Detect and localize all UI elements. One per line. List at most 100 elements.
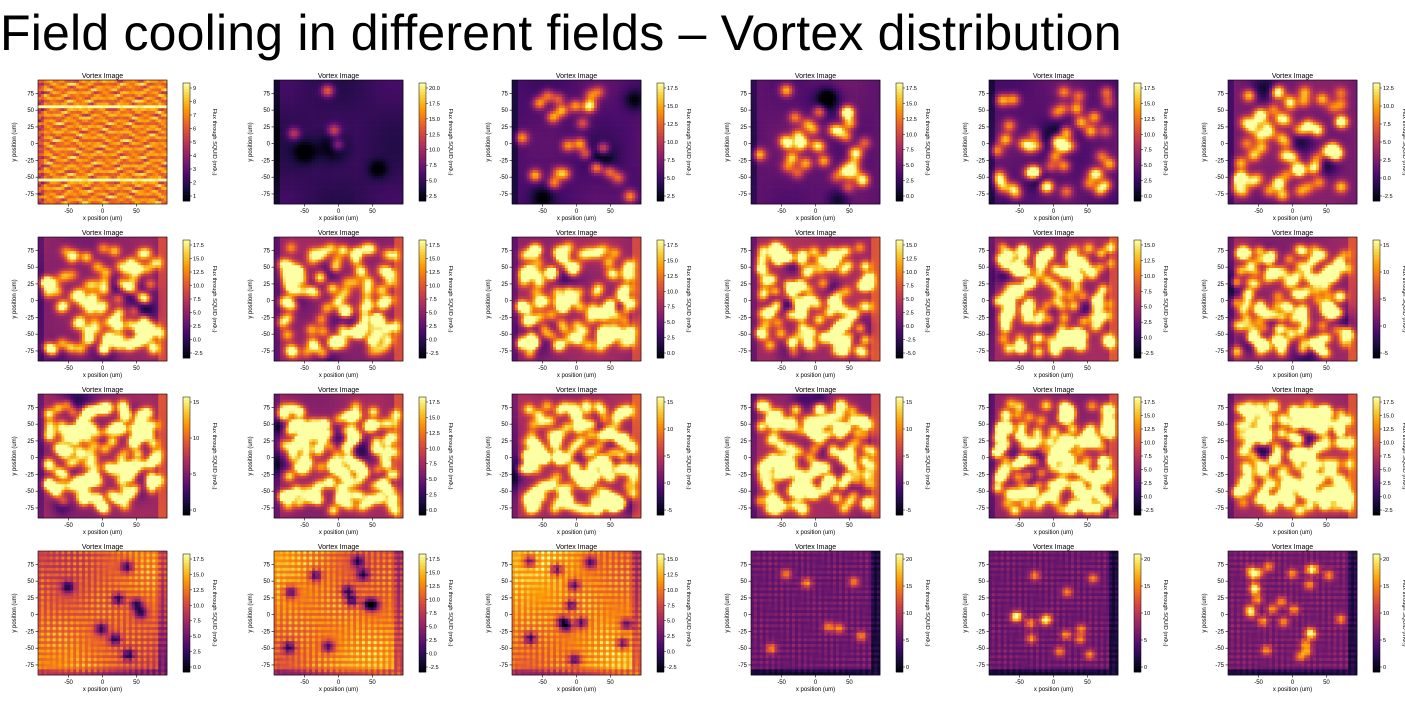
x-axis-label: x position (um) — [1273, 373, 1312, 379]
colorbar — [1134, 554, 1141, 673]
colorbar-tick-label: 17.5 — [429, 557, 440, 563]
panel-title: Vortex Image — [1033, 230, 1074, 237]
colorbar-tick-label: 15.0 — [429, 571, 440, 577]
y-axis-label: y position (um) — [486, 593, 492, 632]
y-tick-label: -75 — [976, 663, 985, 669]
colorbar-tick-label: 15 — [1383, 584, 1389, 590]
x-tick-label: 50 — [133, 209, 140, 215]
x-tick-label: 50 — [846, 209, 853, 215]
x-tick-label: 50 — [607, 366, 614, 372]
y-tick-label: 50 — [740, 265, 747, 271]
colorbar-tick-label: 5.0 — [906, 163, 914, 169]
heatmap-image — [1228, 237, 1358, 362]
y-tick-label: -25 — [976, 158, 985, 164]
panel-title: Vortex Image — [556, 544, 597, 551]
colorbar-label: Flux through SQUID (mΦ₀) — [924, 422, 930, 489]
colorbar-tick-label: 15.0 — [193, 572, 204, 578]
y-tick-label: -25 — [499, 315, 508, 321]
vortex-image-grid: Vortex Image -50 0 50 75 50 25 0 -25 -50 -75 x posi… — [0, 70, 1405, 700]
x-axis-label: x position (um) — [319, 530, 358, 536]
x-axis-label: x position (um) — [557, 530, 596, 536]
colorbar — [1373, 240, 1380, 359]
panel-title: Vortex Image — [318, 73, 359, 80]
y-axis-label: y position (um) — [248, 122, 254, 161]
x-tick-label: 50 — [1084, 366, 1091, 372]
y-tick-label: -25 — [261, 472, 270, 478]
colorbar-tick-label: 0.0 — [667, 650, 675, 656]
vortex-panel-r3-c6: Vortex Image -50 0 50 75 50 25 0 -25 -50 -75 x posi… — [1202, 387, 1405, 536]
y-tick-label: 75 — [263, 405, 270, 411]
y-tick-label: -25 — [738, 315, 747, 321]
y-tick-label: 75 — [740, 405, 747, 411]
y-tick-label: 25 — [263, 125, 270, 131]
colorbar-label: Flux through SQUID (mΦ₀) — [447, 108, 453, 175]
x-axis-label: x position (um) — [796, 530, 835, 536]
x-tick-label: -50 — [1015, 523, 1024, 529]
colorbar-tick-label: 5.0 — [1383, 140, 1391, 146]
x-tick-label: -50 — [300, 680, 309, 686]
y-axis-label: y position (um) — [1202, 279, 1208, 318]
panel-title: Vortex Image — [1272, 73, 1313, 80]
colorbar-tick-label: 7.5 — [1144, 148, 1152, 154]
colorbar-tick-label: 2.5 — [906, 311, 914, 317]
y-tick-label: 50 — [1217, 265, 1224, 271]
y-tick-label: 75 — [263, 562, 270, 568]
x-tick-label: 50 — [369, 366, 376, 372]
x-axis-label: x position (um) — [319, 216, 358, 222]
x-tick-label: -50 — [64, 209, 73, 215]
colorbar-tick-label: 10.0 — [906, 270, 917, 276]
heatmap-image — [38, 80, 168, 205]
colorbar-tick-label: -5 — [667, 508, 672, 514]
colorbar-tick-label: 1 — [193, 194, 196, 200]
colorbar-tick-label: 17.5 — [193, 243, 204, 249]
colorbar-tick-label: 2.5 — [1383, 481, 1391, 487]
colorbar-tick-label: 17.5 — [1383, 400, 1394, 406]
panel-title: Vortex Image — [82, 230, 123, 237]
colorbar-tick-label: 0.0 — [429, 508, 437, 514]
colorbar-label: Flux through SQUID (mΦ₀) — [1401, 108, 1405, 175]
heatmap-image — [274, 551, 404, 676]
y-tick-label: -75 — [499, 349, 508, 355]
y-tick-label: -50 — [738, 175, 747, 181]
y-tick-label: -25 — [738, 472, 747, 478]
x-tick-label: 0 — [814, 523, 818, 529]
panel-title: Vortex Image — [556, 73, 597, 80]
y-tick-label: 50 — [740, 108, 747, 114]
panel-title: Vortex Image — [318, 544, 359, 551]
y-axis-label: y position (um) — [248, 436, 254, 475]
x-tick-label: 50 — [1323, 366, 1330, 372]
x-axis-label: x position (um) — [1273, 530, 1312, 536]
heatmap-image — [751, 551, 881, 676]
colorbar-tick-label: 10 — [906, 427, 912, 433]
colorbar-tick-label: -5.0 — [906, 351, 916, 357]
colorbar — [657, 240, 664, 359]
y-tick-label: 25 — [27, 282, 34, 288]
x-tick-label: -50 — [1015, 680, 1024, 686]
vortex-panel-r1-c6: Vortex Image -50 0 50 75 50 25 0 -25 -50 -75 x posi… — [1202, 73, 1405, 222]
colorbar — [896, 554, 903, 673]
y-axis-label: y position (um) — [963, 593, 969, 632]
x-tick-label: -50 — [538, 680, 547, 686]
y-tick-label: -75 — [499, 506, 508, 512]
colorbar-tick-label: 12.5 — [667, 572, 678, 578]
colorbar-tick-label: 0 — [1383, 665, 1386, 671]
heatmap-image — [38, 551, 168, 676]
colorbar-tick-label: 0.0 — [667, 351, 675, 357]
colorbar-tick-label: 15.0 — [429, 257, 440, 263]
x-axis-label: x position (um) — [1034, 530, 1073, 536]
x-axis-label: x position (um) — [83, 216, 122, 222]
colorbar-label: Flux through SQUID (mΦ₀) — [211, 108, 217, 175]
y-axis-label: y position (um) — [725, 279, 731, 318]
y-axis-label: y position (um) — [248, 279, 254, 318]
y-tick-label: 75 — [501, 248, 508, 254]
vortex-panel-r1-c5: Vortex Image -50 0 50 75 50 25 0 -25 -50 -75 x posi… — [963, 73, 1168, 222]
colorbar-tick-label: 5.0 — [429, 625, 437, 631]
colorbar-tick-label: 12.5 — [429, 431, 440, 437]
x-tick-label: 50 — [1323, 680, 1330, 686]
colorbar-tick-label: 15.0 — [1383, 414, 1394, 420]
y-tick-label: -75 — [499, 663, 508, 669]
y-tick-label: -50 — [738, 489, 747, 495]
x-tick-label: 0 — [814, 366, 818, 372]
colorbar-tick-label: 0.0 — [429, 652, 437, 658]
colorbar-tick-label: 7.5 — [667, 305, 675, 311]
